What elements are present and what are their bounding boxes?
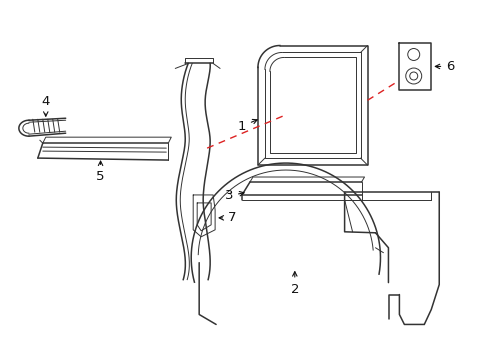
Text: 6: 6	[434, 60, 454, 73]
Text: 2: 2	[290, 272, 299, 296]
Text: 5: 5	[96, 161, 104, 183]
Text: 4: 4	[41, 95, 50, 116]
Text: 3: 3	[224, 189, 244, 202]
Text: 7: 7	[219, 211, 236, 224]
Text: 1: 1	[237, 120, 257, 133]
